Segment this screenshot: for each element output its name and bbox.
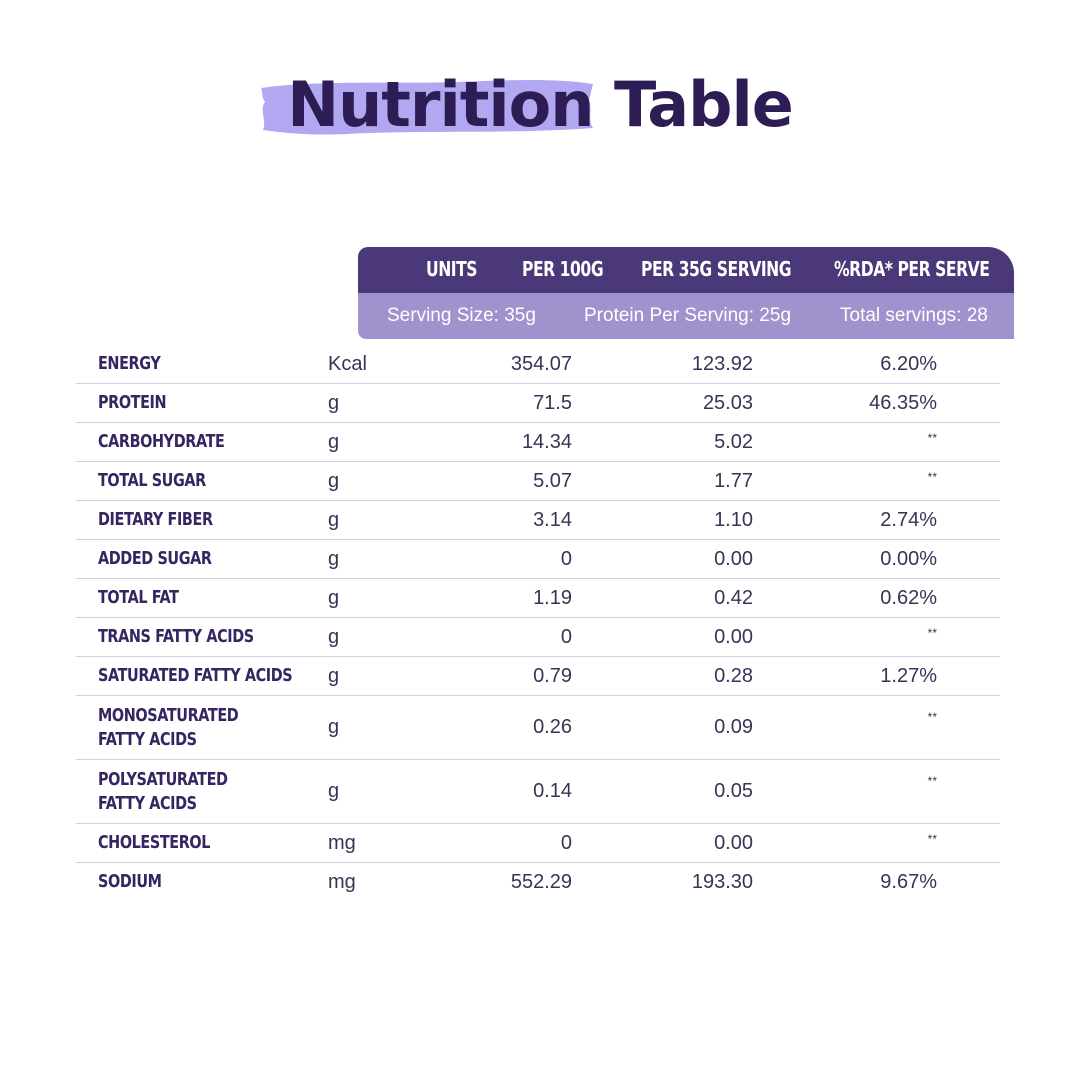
table-row: CARBOHYDRATE g 14.34 5.02 ** [76,423,1000,462]
rda-cell: ** [927,626,937,640]
table-row: SODIUM mg 552.29 193.30 9.67% [76,863,1000,901]
unit-cell: g [328,586,340,609]
rda-cell: ** [927,470,937,484]
table-row: TOTAL FAT g 1.19 0.42 0.62% [76,579,1000,618]
table-row: MONOSATURATED FATTY ACIDS g 0.26 0.09 ** [76,696,1000,760]
per-serving-cell: 0.28 [714,664,753,687]
rda-cell: 0.62% [880,586,937,609]
per-serving-cell: 1.10 [714,508,753,531]
nutrient-name: ADDED SUGAR [98,548,212,569]
total-servings: Total servings: 28 [840,305,988,326]
header-per-100g: PER 100G [522,257,604,281]
rda-cell: 0.00% [880,547,937,570]
rda-cell: ** [927,774,937,788]
table-row: ENERGY Kcal 354.07 123.92 6.20% [76,345,1000,384]
table-row: TRANS FATTY ACIDS g 0 0.00 ** [76,618,1000,657]
unit-cell: g [328,469,340,492]
table-row: CHOLESTEROL mg 0 0.00 ** [76,824,1000,863]
table-row: SATURATED FATTY ACIDS g 0.79 0.28 1.27% [76,657,1000,696]
rda-cell: ** [927,710,937,724]
per-serving-cell: 0.00 [714,547,753,570]
rda-cell: ** [927,832,937,846]
per-serving-cell: 0.09 [714,716,753,738]
protein-per-serving: Protein Per Serving: 25g [584,305,792,326]
per-100g-cell: 1.19 [533,586,572,609]
table-row: TOTAL SUGAR g 5.07 1.77 ** [76,462,1000,501]
per-100g-cell: 14.34 [521,430,572,453]
unit-cell: g [328,547,340,570]
header-per-serving: PER 35G SERVING [641,257,792,281]
table-row: ADDED SUGAR g 0 0.00 0.00% [76,540,1000,579]
unit-cell: mg [328,870,356,893]
per-serving-cell: 25.03 [702,391,753,414]
nutrient-name: SATURATED FATTY ACIDS [98,665,293,686]
nutrient-name: TOTAL FAT [98,587,179,608]
per-100g-cell: 0 [560,831,572,854]
unit-cell: g [328,716,340,738]
header-units: UNITS [426,257,478,281]
per-100g-cell: 354.07 [510,352,572,375]
per-serving-cell: 0.00 [714,625,753,648]
rda-cell: 2.74% [880,508,937,531]
per-serving-cell: 123.92 [691,352,753,375]
title-highlight-word: Nutrition [287,68,594,141]
unit-cell: g [328,508,340,531]
unit-cell: mg [328,831,356,854]
column-header-band: UNITS PER 100G PER 35G SERVING %RDA* PER… [358,247,1014,295]
per-100g-cell: 552.29 [510,870,572,893]
serving-info-band: Serving Size: 35g Protein Per Serving: 2… [358,293,1014,339]
nutrient-name: CHOLESTEROL [98,832,211,853]
nutrient-name: CARBOHYDRATE [98,431,225,452]
nutrient-name: ENERGY [98,353,161,374]
rda-cell: ** [927,431,937,445]
unit-cell: g [328,780,340,802]
title-rest-word: Table [613,68,794,141]
nutrient-name: DIETARY FIBER [98,509,213,530]
per-serving-cell: 5.02 [714,430,753,453]
per-serving-cell: 193.30 [691,870,753,893]
per-serving-cell: 0.05 [714,780,753,802]
unit-cell: g [328,430,340,453]
per-100g-cell: 5.07 [533,469,572,492]
nutrient-name: MONOSATURATED FATTY ACIDS [98,704,239,750]
page-title: Nutrition Table [261,62,794,148]
per-100g-cell: 0 [560,625,572,648]
nutrient-name: PROTEIN [98,392,167,413]
unit-cell: Kcal [328,352,367,375]
per-100g-cell: 0.14 [533,780,572,802]
table-row: PROTEIN g 71.5 25.03 46.35% [76,384,1000,423]
unit-cell: g [328,664,340,687]
table-row: DIETARY FIBER g 3.14 1.10 2.74% [76,501,1000,540]
nutrient-name: SODIUM [98,871,162,892]
header-rda: %RDA* PER SERVE [834,257,990,281]
nutrient-name: POLYSATURATED FATTY ACIDS [98,768,228,814]
table-row: POLYSATURATED FATTY ACIDS g 0.14 0.05 ** [76,760,1000,824]
per-serving-cell: 0.42 [714,586,753,609]
rda-cell: 6.20% [880,352,937,375]
brush-highlight-icon [261,80,594,135]
per-100g-cell: 3.14 [533,508,572,531]
per-serving-cell: 0.00 [714,831,753,854]
per-100g-cell: 0.26 [533,716,572,738]
nutrient-name: TOTAL SUGAR [98,470,206,491]
nutrient-name: TRANS FATTY ACIDS [98,626,254,647]
per-serving-cell: 1.77 [714,469,753,492]
unit-cell: g [328,391,340,414]
rda-cell: 1.27% [880,664,937,687]
nutrition-table: ENERGY Kcal 354.07 123.92 6.20% PROTEIN g 71.5 2… [76,345,1000,901]
per-100g-cell: 0 [560,547,572,570]
rda-cell: 46.35% [869,391,937,414]
per-100g-cell: 71.5 [533,391,572,414]
unit-cell: g [328,625,340,648]
title-block: Nutrition Table [0,62,1080,148]
serving-size: Serving Size: 35g [387,305,536,326]
rda-cell: 9.67% [880,870,937,893]
per-100g-cell: 0.79 [533,664,572,687]
